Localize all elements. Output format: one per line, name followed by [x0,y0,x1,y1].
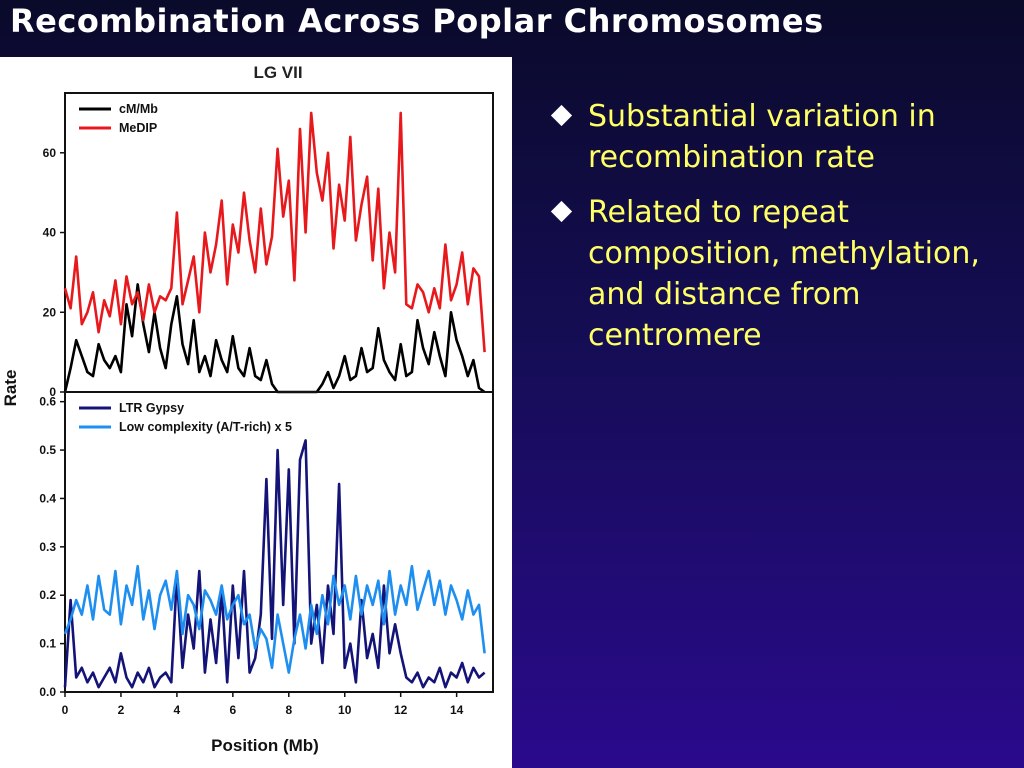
y-tick-label: 0.3 [39,540,56,554]
bullet-text: Substantial variation in recombination r… [588,99,936,175]
series-line-cm-mb [63,283,486,394]
x-tick-label: 12 [394,703,408,717]
bullet-text: Related to repeat composition, methylati… [588,195,980,353]
y-tick-label: 0.1 [39,637,56,651]
slide-title: Recombination Across Poplar Chromosomes [10,2,824,40]
y-tick-label: 0.6 [39,395,56,409]
bullet-list: Substantial variation in recombination r… [550,96,992,370]
y-tick-label: 0.5 [39,443,56,457]
plot-frame [64,391,494,693]
x-tick-label: 6 [229,703,236,717]
bullet-item: Substantial variation in recombination r… [550,96,992,178]
x-tick-label: 10 [338,703,352,717]
series-line-low-complexity-a-t-rich-x-5 [63,564,486,674]
series-line-medip [63,111,486,353]
y-tick-label: 20 [43,305,57,319]
legend-label: LTR Gypsy [119,401,184,415]
legend-label: MeDIP [119,121,157,135]
diamond-bullet-icon [550,200,573,223]
legend-label: cM/Mb [119,102,158,116]
y-tick-label: 0 [49,385,56,399]
recombination-figure: LG VII Rate Position (Mb) 0204060cM/MbMe… [1,63,494,755]
series-line-ltr-gypsy [63,439,486,689]
y-axis-label-rate: Rate [1,370,20,407]
x-axis-label-position: Position (Mb) [211,736,319,755]
figure-panel: LG VII Rate Position (Mb) 0 20 40 60 cM/Mb Me… [0,57,512,768]
chart-title-lg-vii: LG VII [253,63,302,82]
bottom-plot-panel: 0.0 0.1 0.2 0.3 0.4 0.5 0.6 0 2 4 6 8 10 12 14 LTR Gyps… [39,391,494,717]
x-tick-label: 2 [118,703,125,717]
x-tick-label: 8 [285,703,292,717]
legend-label: Low complexity (A/T-rich) x 5 [119,420,292,434]
y-tick-label: 40 [43,226,57,240]
x-tick-label: 4 [174,703,181,717]
diamond-bullet-icon [550,104,573,127]
y-tick-label: 0.4 [39,491,56,505]
y-tick-label: 0.0 [39,685,56,699]
y-tick-label: 60 [43,146,57,160]
bullet-item: Related to repeat composition, methylati… [550,192,992,356]
x-tick-label: 14 [450,703,464,717]
x-tick-label: 0 [62,703,69,717]
top-plot-panel: 0 20 40 60 cM/Mb MeDIP [43,92,494,399]
y-tick-label: 0.2 [39,588,56,602]
plot-frame [64,92,494,393]
